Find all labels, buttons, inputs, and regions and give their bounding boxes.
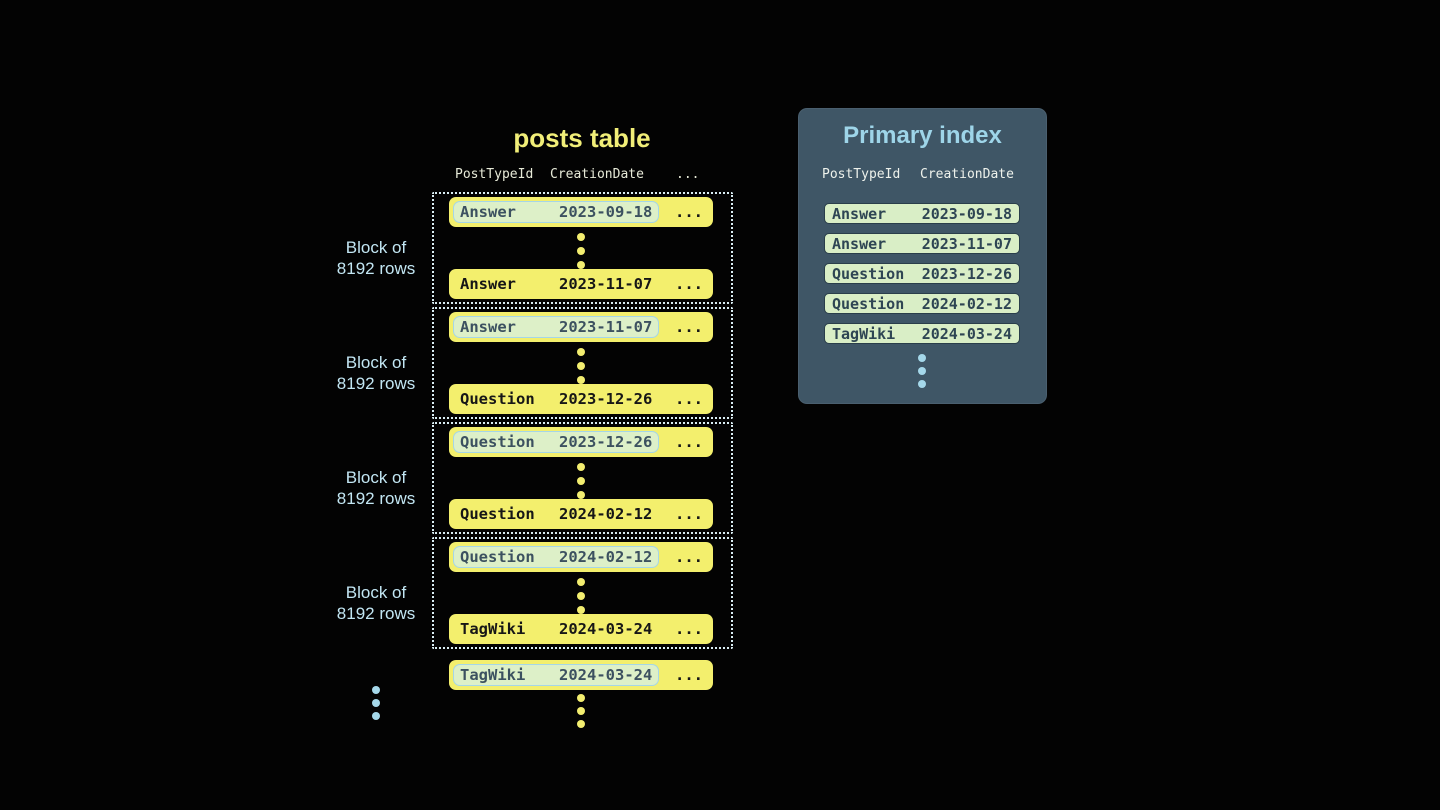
- index-header-creationdate: CreationDate: [920, 167, 1014, 182]
- table-row: Question 2023-12-26 ...: [449, 384, 713, 414]
- vertical-ellipsis-dots-icon: [372, 686, 380, 720]
- block-2-dotted-border: Answer 2023-11-07 ... Question 2023-12-2…: [432, 307, 733, 419]
- block-label-line1: Block of: [345, 583, 407, 602]
- table-row: Answer 2023-11-07 ...: [449, 269, 713, 299]
- posts-header-creationdate: CreationDate: [550, 167, 644, 182]
- row-values: Question 2024-02-12: [453, 503, 659, 525]
- table-row-indexed: Question 2024-02-12 ...: [449, 542, 713, 572]
- table-row-indexed: Answer 2023-11-07 ...: [449, 312, 713, 342]
- table-row: TagWiki 2024-03-24 ...: [449, 614, 713, 644]
- cell-posttypeid: Answer: [460, 203, 516, 221]
- index-header-posttypeid: PostTypeId: [822, 167, 901, 182]
- posts-header-ellipsis: ...: [676, 167, 700, 182]
- cell-creationdate: 2023-12-26: [559, 433, 653, 451]
- vertical-ellipsis-dots-icon: [577, 463, 585, 499]
- index-mark-pill: Question 2023-12-26: [453, 431, 660, 453]
- cell-posttypeid: TagWiki: [460, 620, 526, 638]
- cell-posttypeid: Question: [460, 433, 535, 451]
- index-entry: Question 2023-12-26: [824, 263, 1020, 284]
- cell-posttypeid: Question: [460, 390, 535, 408]
- vertical-ellipsis-dots-icon: [577, 694, 585, 728]
- cell-creationdate: 2024-03-24: [559, 620, 653, 638]
- block-1-dotted-border: Answer 2023-09-18 ... Answer 2023-11-07 …: [432, 192, 733, 304]
- index-entry: Answer 2023-09-18: [824, 203, 1020, 224]
- cell-creationdate: 2023-12-26: [921, 264, 1012, 283]
- vertical-ellipsis-dots-icon: [577, 348, 585, 384]
- block-label-line2: 8192 rows: [336, 259, 416, 278]
- cell-ellipsis: ...: [675, 505, 703, 523]
- block-1-label: Block of 8192 rows: [321, 237, 431, 279]
- block-label-line2: 8192 rows: [336, 374, 416, 393]
- table-row-indexed: Answer 2023-09-18 ...: [449, 197, 713, 227]
- cell-ellipsis: ...: [675, 620, 703, 638]
- index-mark-pill: Answer 2023-09-18: [453, 201, 660, 223]
- index-entry: TagWiki 2024-03-24: [824, 323, 1020, 344]
- table-row-indexed: Question 2023-12-26 ...: [449, 427, 713, 457]
- cell-posttypeid: TagWiki: [832, 324, 896, 343]
- cell-creationdate: 2023-09-18: [921, 204, 1012, 223]
- cell-ellipsis: ...: [675, 666, 703, 684]
- cell-creationdate: 2024-03-24: [559, 666, 653, 684]
- cell-creationdate: 2023-11-07: [921, 234, 1012, 253]
- block-4-dotted-border: Question 2024-02-12 ... TagWiki 2024-03-…: [432, 537, 733, 649]
- cell-posttypeid: Question: [832, 294, 905, 313]
- cell-creationdate: 2023-12-26: [559, 390, 653, 408]
- block-label-line1: Block of: [345, 238, 407, 257]
- cell-creationdate: 2024-02-12: [559, 505, 653, 523]
- block-3-label: Block of 8192 rows: [321, 467, 431, 509]
- index-mark-pill: TagWiki 2024-03-24: [453, 664, 660, 686]
- block-3-dotted-border: Question 2023-12-26 ... Question 2024-02…: [432, 422, 733, 534]
- block-label-line2: 8192 rows: [336, 604, 416, 623]
- block-label-line2: 8192 rows: [336, 489, 416, 508]
- posts-table-title: posts table: [513, 123, 651, 153]
- block-label-line1: Block of: [345, 468, 407, 487]
- vertical-ellipsis-dots-icon: [577, 233, 585, 269]
- posts-block-2: Block of 8192 rows Answer 2023-11-07 ...…: [321, 307, 733, 419]
- cell-creationdate: 2023-11-07: [559, 275, 653, 293]
- cell-posttypeid: Answer: [832, 204, 887, 223]
- cell-ellipsis: ...: [675, 275, 703, 293]
- index-mark-pill: Question 2024-02-12: [453, 546, 660, 568]
- posts-block-3: Block of 8192 rows Question 2023-12-26 .…: [321, 422, 733, 534]
- posts-header-posttypeid: PostTypeId: [455, 167, 534, 182]
- posts-block-1: Block of 8192 rows Answer 2023-09-18 ...…: [321, 192, 733, 304]
- cell-posttypeid: Question: [460, 548, 535, 566]
- cell-posttypeid: Answer: [460, 318, 516, 336]
- cell-creationdate: 2023-09-18: [559, 203, 653, 221]
- index-entry: Question 2024-02-12: [824, 293, 1020, 314]
- cell-posttypeid: Answer: [460, 275, 516, 293]
- cell-ellipsis: ...: [675, 203, 703, 221]
- cell-creationdate: 2024-02-12: [559, 548, 653, 566]
- cell-ellipsis: ...: [675, 548, 703, 566]
- cell-creationdate: 2024-02-12: [921, 294, 1012, 313]
- primary-index-title: Primary index: [843, 122, 1002, 149]
- posts-block-4: Block of 8192 rows Question 2024-02-12 .…: [321, 537, 733, 649]
- row-values: TagWiki 2024-03-24: [453, 618, 659, 640]
- cell-posttypeid: TagWiki: [460, 666, 526, 684]
- row-values: Question 2023-12-26: [453, 388, 659, 410]
- cell-ellipsis: ...: [675, 390, 703, 408]
- primary-index-panel: Primary index PostTypeId CreationDate An…: [798, 108, 1047, 404]
- index-entry: Answer 2023-11-07: [824, 233, 1020, 254]
- block-label-line1: Block of: [345, 353, 407, 372]
- cell-posttypeid: Question: [460, 505, 535, 523]
- table-row-indexed-trailing: TagWiki 2024-03-24 ...: [449, 660, 713, 690]
- row-values: Answer 2023-11-07: [453, 273, 659, 295]
- index-mark-pill: Answer 2023-11-07: [453, 316, 660, 338]
- cell-creationdate: 2023-11-07: [559, 318, 653, 336]
- cell-ellipsis: ...: [675, 318, 703, 336]
- vertical-ellipsis-dots-icon: [918, 354, 926, 388]
- cell-posttypeid: Question: [832, 264, 905, 283]
- table-row: Question 2024-02-12 ...: [449, 499, 713, 529]
- vertical-ellipsis-dots-icon: [577, 578, 585, 614]
- cell-posttypeid: Answer: [832, 234, 887, 253]
- cell-ellipsis: ...: [675, 433, 703, 451]
- cell-creationdate: 2024-03-24: [921, 324, 1012, 343]
- block-2-label: Block of 8192 rows: [321, 352, 431, 394]
- block-4-label: Block of 8192 rows: [321, 582, 431, 624]
